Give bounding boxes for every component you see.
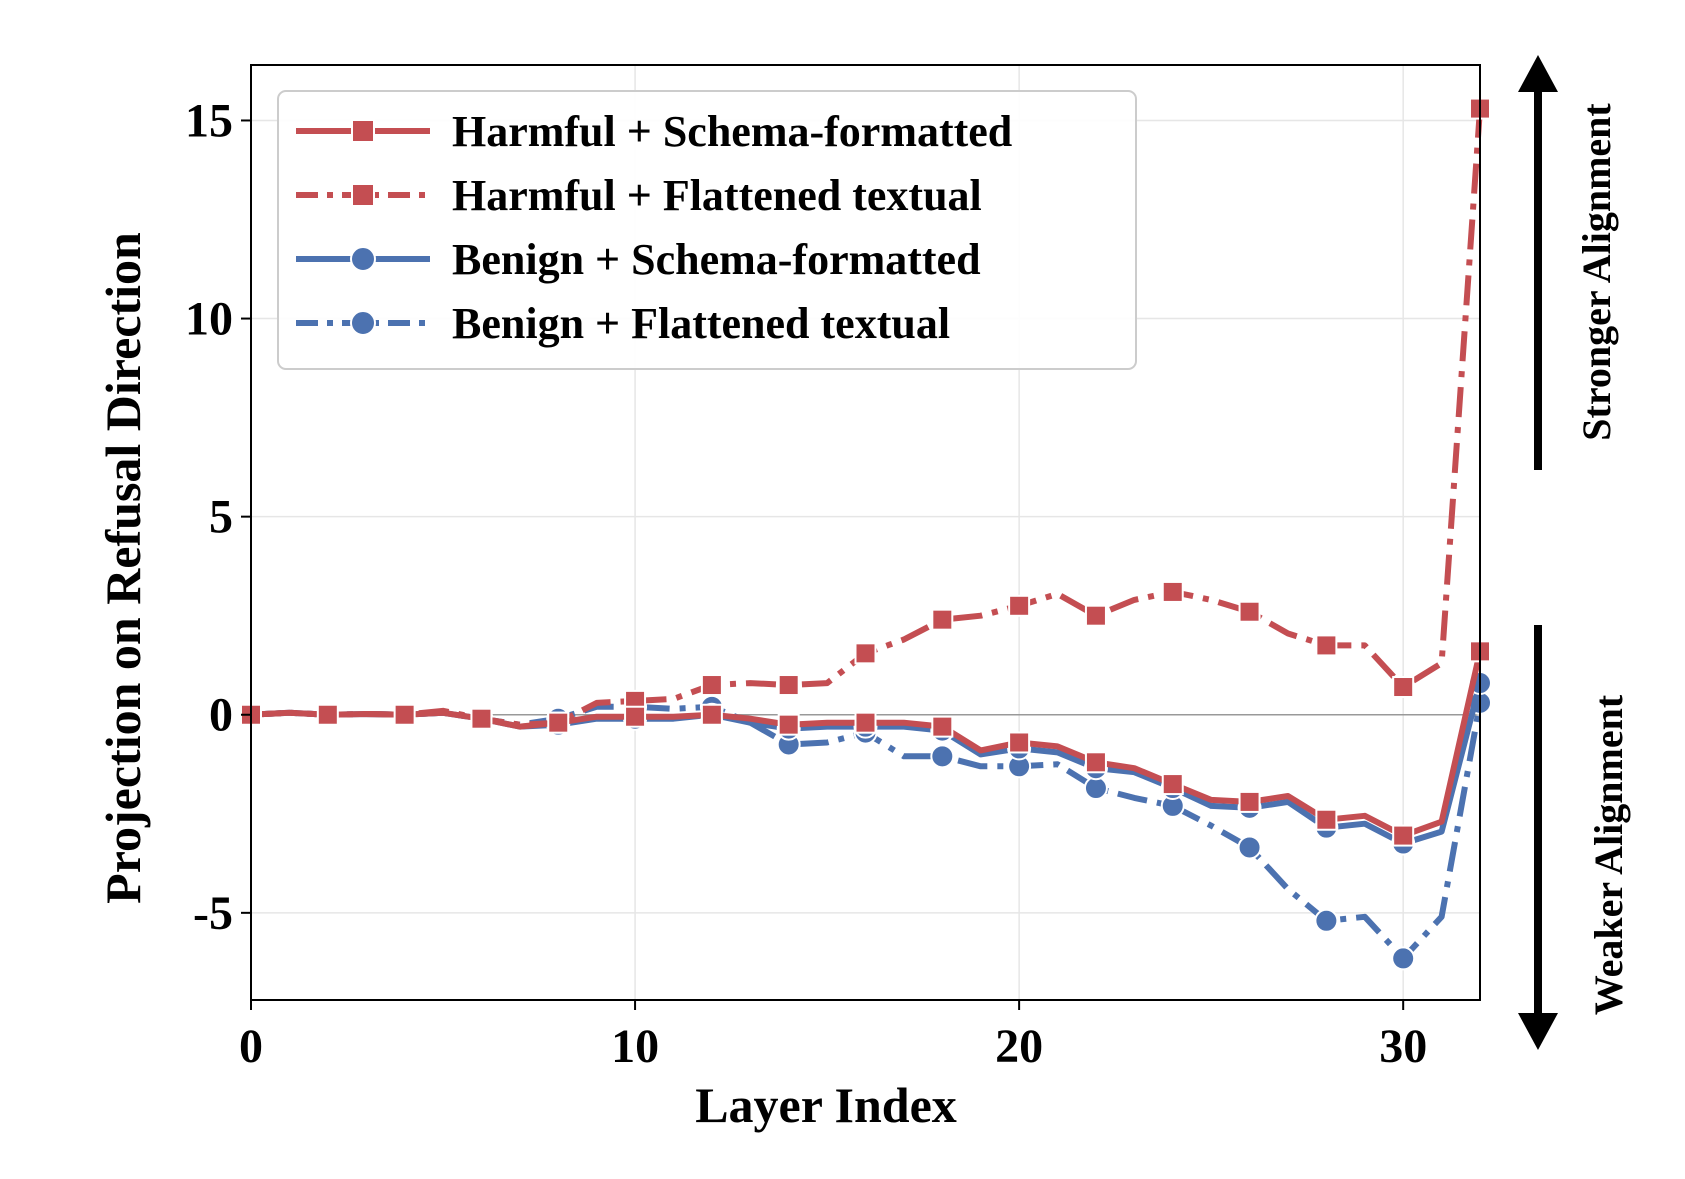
data-point-marker	[350, 246, 376, 272]
y-tick-label: 5	[209, 491, 233, 544]
y-axis-ticks: -5 0 5 10 15	[185, 94, 251, 940]
series-group	[239, 97, 1492, 971]
legend-label: Benign + Flattened textual	[452, 299, 950, 348]
data-point-marker	[931, 715, 954, 738]
data-point-marker	[351, 119, 375, 143]
data-point-marker	[700, 674, 723, 697]
x-tick-label: 20	[995, 1020, 1043, 1073]
legend-box	[277, 90, 1137, 370]
data-point-marker	[1391, 946, 1416, 971]
data-point-marker	[1315, 634, 1338, 657]
y-tick-label: 0	[209, 689, 233, 742]
arrow-down-icon	[1518, 1013, 1558, 1050]
data-point-marker	[1392, 676, 1415, 699]
plot-frame	[250, 64, 1481, 1001]
y-tick-label: 15	[185, 94, 233, 147]
stronger-alignment-arrow	[1518, 55, 1558, 470]
x-tick-label: 0	[239, 1020, 263, 1073]
series-line	[250, 682, 1483, 847]
data-point-marker	[1161, 773, 1184, 796]
series-2	[239, 671, 1492, 856]
data-point-marker	[1161, 580, 1184, 603]
data-point-marker	[1315, 808, 1338, 831]
y-tick-label: -5	[193, 887, 233, 940]
data-point-marker	[700, 703, 723, 726]
data-point-marker	[1314, 908, 1339, 933]
legend-label: Harmful + Schema-formatted	[452, 107, 1012, 156]
legend-item: Harmful + Flattened textual	[296, 171, 982, 220]
x-axis-title: Layer Index	[695, 1077, 957, 1133]
data-point-marker	[1008, 731, 1031, 754]
y-tick-label: 10	[185, 293, 233, 346]
x-axis-ticks: 0 10 20 30	[239, 1000, 1427, 1073]
data-point-marker	[351, 183, 375, 207]
legend-label: Harmful + Flattened textual	[452, 171, 982, 220]
data-point-marker	[316, 703, 339, 726]
data-point-marker	[1084, 604, 1107, 627]
data-point-marker	[777, 674, 800, 697]
series-0	[240, 640, 1491, 847]
arrow-up-icon	[1518, 55, 1558, 92]
data-point-marker	[854, 642, 877, 665]
data-point-marker	[1008, 594, 1031, 617]
data-point-marker	[624, 705, 647, 728]
y-axis-title: Projection on Refusal Direction	[95, 232, 151, 904]
data-point-marker	[854, 711, 877, 734]
legend: Harmful + Schema-formatted Harmful + Flat…	[277, 90, 1137, 370]
legend-item: Harmful + Schema-formatted	[296, 107, 1012, 156]
data-point-marker	[1238, 790, 1261, 813]
legend-item: Benign + Schema-formatted	[296, 235, 981, 284]
data-point-marker	[393, 703, 416, 726]
data-point-marker	[930, 744, 955, 769]
stronger-alignment-label: Stronger Alignment	[1574, 103, 1619, 441]
data-point-marker	[1237, 835, 1262, 860]
weaker-alignment-label: Weaker Alignment	[1586, 694, 1631, 1015]
data-point-marker	[931, 608, 954, 631]
x-tick-label: 30	[1379, 1020, 1427, 1073]
legend-item: Benign + Flattened textual	[296, 299, 950, 348]
data-point-marker	[777, 713, 800, 736]
legend-label: Benign + Schema-formatted	[452, 235, 981, 284]
data-point-marker	[470, 707, 493, 730]
data-point-marker	[547, 711, 570, 734]
x-tick-label: 10	[611, 1020, 659, 1073]
data-point-marker	[350, 310, 376, 336]
data-point-marker	[1238, 600, 1261, 623]
data-point-marker	[1084, 751, 1107, 774]
weaker-alignment-arrow	[1518, 625, 1558, 1050]
data-point-marker	[1392, 824, 1415, 847]
data-point-marker	[1083, 776, 1108, 801]
